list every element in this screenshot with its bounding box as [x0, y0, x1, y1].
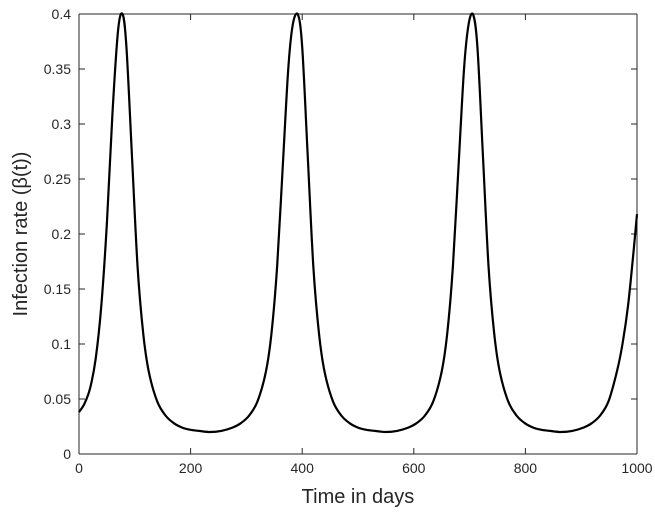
x-tick-label: 1000	[621, 460, 652, 476]
y-tick-label: 0.4	[52, 6, 72, 22]
x-tick-label: 400	[291, 460, 315, 476]
y-ticks: 0 0.05 0.1 0.15 0.2 0.25 0.3 0.35 0.4	[44, 6, 637, 462]
x-tick-label: 800	[514, 460, 538, 476]
y-axis-title: Infection rate (β(t))	[10, 152, 32, 317]
infection-rate-series-line	[78, 12, 639, 434]
y-tick-label: 0.1	[52, 336, 72, 352]
y-tick-label: 0.05	[44, 391, 71, 407]
x-axis-title: Time in days	[302, 486, 415, 508]
y-tick-label: 0.25	[44, 171, 71, 187]
x-ticks: 0 200 400 600 800 1000	[75, 14, 653, 476]
x-tick-label: 600	[402, 460, 426, 476]
y-tick-label: 0.3	[52, 116, 72, 132]
y-tick-label: 0.35	[44, 61, 71, 77]
x-tick-label: 0	[75, 460, 83, 476]
y-tick-label: 0.2	[52, 226, 72, 242]
y-tick-label: 0	[63, 446, 71, 462]
plot-area: 0 200 400 600 800 1000 0 0.05 0.1 0.15 0.2 0.25 0.3…	[44, 6, 653, 476]
y-tick-label: 0.15	[44, 281, 71, 297]
x-tick-label: 200	[179, 460, 203, 476]
